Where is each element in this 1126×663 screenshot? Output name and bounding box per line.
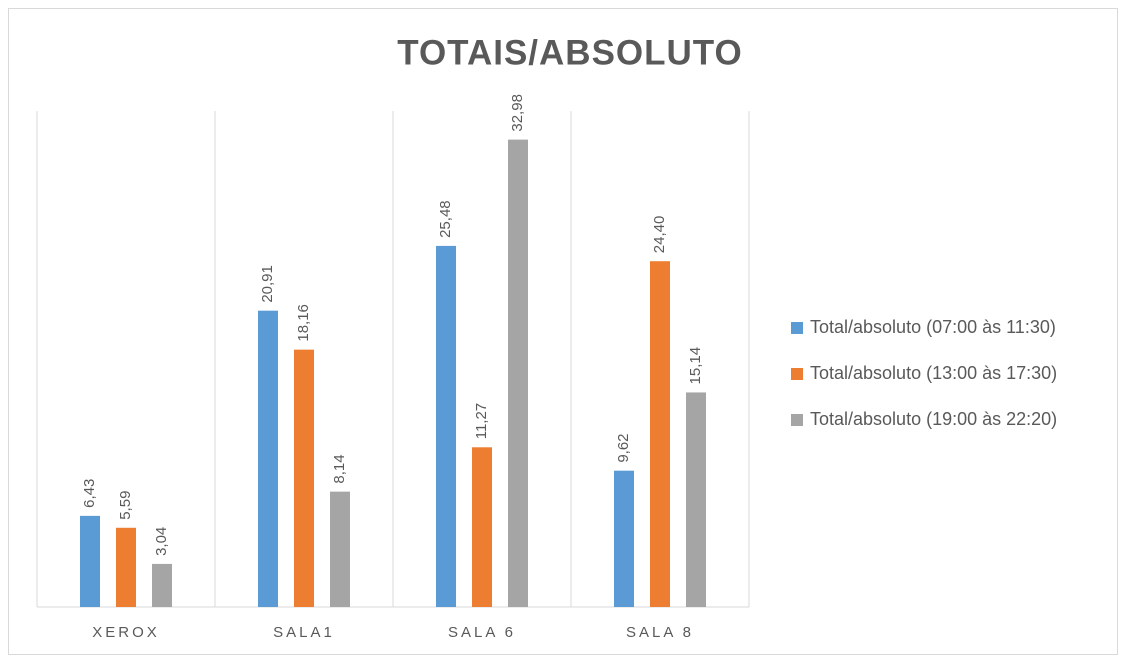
data-label: 3,04 [153,527,170,556]
legend-label: Total/absoluto (07:00 às 11:30) [810,317,1056,337]
x-tick-label: XEROX [92,624,160,641]
data-label: 8,14 [331,454,348,483]
bar [330,491,350,607]
chart-border [8,8,1118,655]
bar [436,245,456,608]
data-label: 15,14 [687,347,704,385]
data-label: 20,91 [259,265,276,303]
legend-swatch [791,414,803,426]
bar [508,139,528,607]
data-label: 5,59 [117,491,134,520]
x-tick-label: SALA 8 [626,624,694,641]
bar [686,392,706,607]
x-tick-label: SALA 6 [448,624,516,641]
legend-swatch [791,368,803,380]
legend-label: Total/absoluto (19:00 às 22:20) [810,409,1057,429]
data-label: 9,62 [615,433,632,462]
legend-label: Total/absoluto (13:00 às 17:30) [810,363,1057,383]
bar [80,515,100,607]
bar [472,447,492,607]
chart-title: TOTAIS/ABSOLUTO [397,33,743,72]
data-label: 25,48 [437,200,454,238]
data-label: 24,40 [651,216,668,254]
bar [294,349,314,607]
legend-swatch [791,322,803,334]
bar [258,310,278,607]
bar [116,527,136,607]
bar [614,470,634,607]
x-tick-label: SALA1 [273,624,335,641]
data-label: 32,98 [509,94,526,132]
data-label: 18,16 [295,304,312,342]
data-label: 11,27 [473,403,490,439]
bar [152,563,172,607]
data-label: 6,43 [81,479,98,508]
bar [650,261,670,607]
